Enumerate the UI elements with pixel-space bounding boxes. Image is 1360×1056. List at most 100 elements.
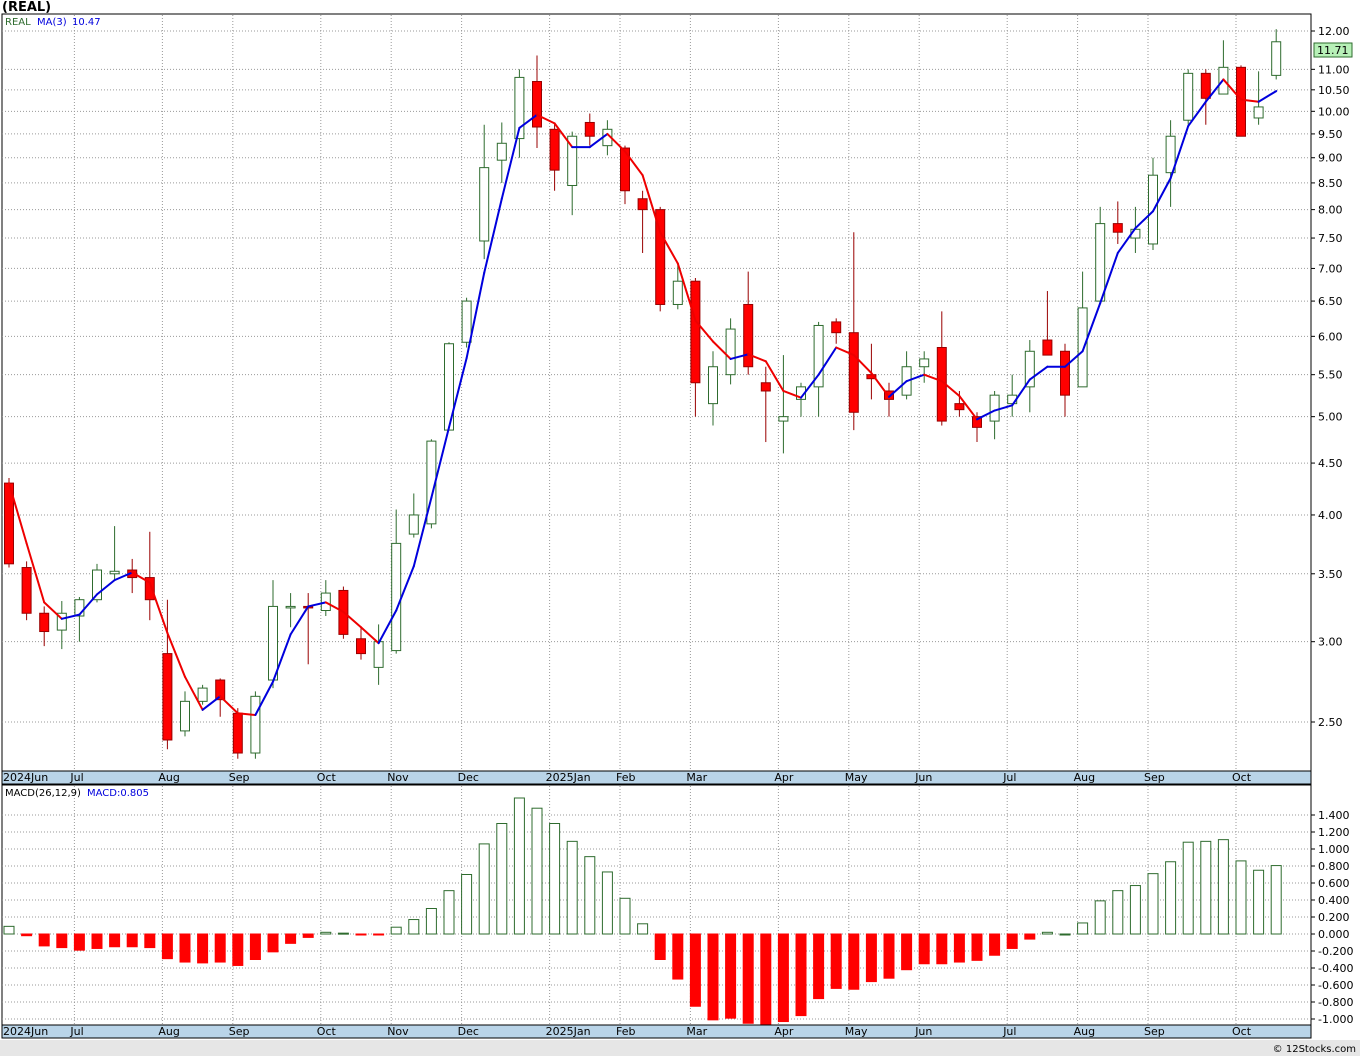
- price-tick-label: 3.00: [1318, 636, 1343, 649]
- ma3-segment: [465, 271, 486, 360]
- x-axis-label: Feb: [616, 771, 635, 784]
- x-axis-label: May: [845, 1025, 868, 1038]
- candle: [532, 55, 542, 149]
- macd-bar: [197, 933, 209, 964]
- candle-body: [831, 321, 842, 334]
- x-axis-label: Jun: [914, 771, 932, 784]
- macd-bar: [249, 933, 261, 960]
- candle: [637, 190, 648, 253]
- macd-bar: [1006, 933, 1018, 949]
- candle: [848, 232, 859, 431]
- macd-bar: [936, 933, 948, 965]
- candle: [1236, 65, 1246, 137]
- price-tick-label: 5.00: [1318, 411, 1343, 424]
- macd-bar: [989, 933, 1001, 956]
- candle: [56, 601, 67, 650]
- ma3-segment: [60, 613, 81, 620]
- ma3-segment: [747, 353, 767, 363]
- macd-bar: [461, 874, 473, 935]
- candle-body: [162, 653, 173, 741]
- candle-body: [672, 280, 683, 305]
- x-axis-label: Mar: [686, 1025, 707, 1038]
- candle-body: [655, 209, 666, 305]
- price-tick-label: 3.50: [1318, 568, 1343, 581]
- candle: [461, 297, 472, 348]
- ma3-segment: [923, 373, 943, 383]
- footer-band: [0, 1040, 1360, 1056]
- ma3-segment: [1257, 90, 1278, 103]
- macd-bar: [848, 933, 860, 990]
- x-axis-label: Sep: [229, 1025, 250, 1038]
- macd-bar: [1270, 865, 1282, 935]
- candle-body: [567, 135, 578, 187]
- ma3-segment: [800, 373, 820, 399]
- candle-body: [813, 324, 824, 388]
- candle: [584, 113, 595, 146]
- ma3-segment: [166, 631, 186, 678]
- ma3-segment: [764, 360, 785, 392]
- ma3-segment: [25, 542, 46, 604]
- macd-bar: [38, 933, 50, 947]
- macd-bar: [654, 933, 666, 960]
- ma3-segment: [342, 610, 362, 629]
- x-axis-label: 2025Jan: [546, 771, 591, 784]
- candle-body: [373, 641, 384, 668]
- price-legend-ma-value: 10.47: [72, 17, 101, 28]
- macd-bar: [1077, 922, 1089, 935]
- macd-bar: [777, 933, 789, 1023]
- candle-body: [725, 328, 736, 376]
- ma3-segment: [78, 593, 98, 616]
- candle: [356, 627, 366, 660]
- ma3-segment: [483, 197, 503, 274]
- candle-body: [1183, 72, 1194, 121]
- candle-body: [39, 612, 50, 633]
- macd-bar: [1253, 869, 1265, 935]
- macd-bar: [513, 797, 525, 935]
- macd-bar: [1217, 839, 1229, 935]
- last-price-label: 11.71: [1317, 44, 1349, 57]
- macd-bar: [21, 933, 33, 937]
- macd-bar: [91, 933, 103, 949]
- ma3-segment: [835, 346, 855, 357]
- macd-tick-label: 0.200: [1318, 911, 1350, 924]
- candle-body: [1112, 223, 1123, 233]
- candle-body: [391, 542, 402, 652]
- ma3-segment: [782, 389, 802, 399]
- candle: [655, 206, 666, 312]
- x-axis-label: Dec: [458, 1025, 479, 1038]
- ma3-segment: [624, 150, 644, 177]
- macd-x-axis-labels: 2024Jun Jul Aug Sep Oct Nov Dec 2025Jan Feb Mar Ap…: [3, 1025, 1252, 1038]
- candle: [162, 599, 173, 750]
- candle-body: [620, 147, 630, 192]
- ma3-segment: [131, 571, 151, 584]
- price-tick-label: 7.00: [1318, 262, 1343, 275]
- ma3-segment: [412, 496, 433, 568]
- candle: [496, 122, 507, 183]
- price-tick-label: 9.50: [1318, 128, 1343, 141]
- x-axis-label: May: [845, 771, 868, 784]
- candle-body: [21, 567, 32, 614]
- macd-bar: [443, 890, 455, 935]
- candle: [479, 124, 490, 260]
- macd-bar: [161, 933, 173, 960]
- candle: [109, 526, 120, 581]
- price-tick-label: 9.00: [1318, 152, 1343, 165]
- x-axis-label: Apr: [774, 771, 794, 784]
- macd-vertical-grid: [73, 786, 1237, 1025]
- macd-bar: [126, 933, 138, 948]
- chart-ticker-title: (REAL): [2, 0, 51, 15]
- macd-bar: [971, 933, 983, 961]
- macd-bar: [1041, 931, 1053, 935]
- x-axis-label: Oct: [317, 771, 337, 784]
- ma3-segment: [377, 609, 398, 645]
- candle-body: [1165, 135, 1176, 174]
- candle-body: [1271, 41, 1282, 76]
- x-axis-label: Aug: [1074, 771, 1095, 784]
- macd-bar: [918, 933, 930, 965]
- candle-body: [215, 679, 226, 701]
- ma3-segment: [201, 695, 222, 711]
- candle-body: [1024, 350, 1035, 388]
- ma3-segment: [1028, 365, 1049, 381]
- ma3-line: [8, 78, 1278, 717]
- candle-body: [232, 712, 243, 754]
